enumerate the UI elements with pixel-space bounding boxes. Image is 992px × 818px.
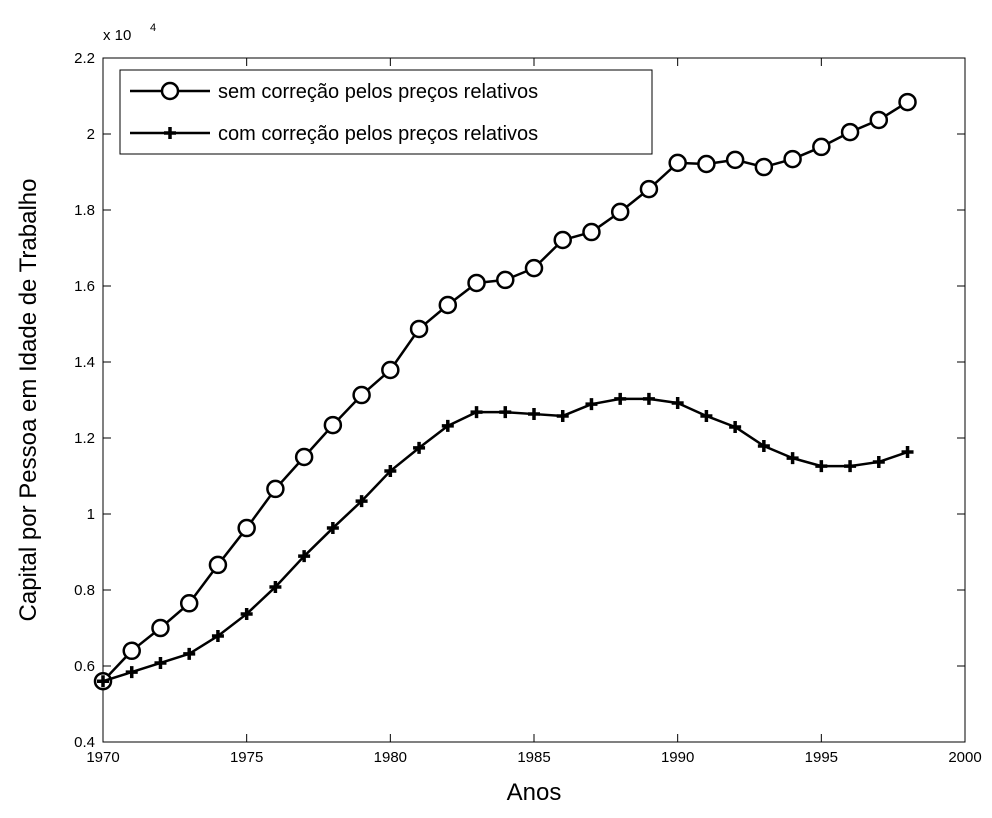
data-point bbox=[639, 179, 659, 199]
data-point bbox=[326, 522, 339, 535]
data-point bbox=[413, 441, 426, 454]
data-point bbox=[409, 319, 429, 339]
data-point bbox=[844, 460, 857, 473]
data-point bbox=[671, 397, 684, 410]
data-point bbox=[585, 398, 598, 411]
data-point bbox=[898, 92, 917, 112]
data-point bbox=[725, 150, 745, 170]
y-tick-label: 1.2 bbox=[74, 430, 95, 447]
y-axis-label: Capital por Pessoa em Idade de Trabalho bbox=[15, 179, 42, 622]
y-tick-label: 0.8 bbox=[74, 582, 95, 599]
data-point bbox=[869, 110, 889, 130]
data-point bbox=[208, 555, 228, 575]
data-point bbox=[179, 594, 199, 613]
data-point bbox=[815, 460, 828, 473]
legend-box bbox=[119, 69, 653, 155]
data-point bbox=[355, 495, 368, 508]
data-point bbox=[757, 439, 770, 452]
data-point bbox=[668, 153, 687, 173]
data-point bbox=[556, 409, 569, 422]
data-point bbox=[524, 258, 544, 278]
data-point bbox=[240, 607, 253, 620]
x-tick-label: 1990 bbox=[661, 749, 694, 766]
y-tick-label: 0.6 bbox=[74, 658, 95, 675]
data-point bbox=[381, 360, 400, 380]
data-point bbox=[901, 446, 914, 459]
data-point bbox=[269, 580, 282, 593]
series bbox=[93, 92, 917, 691]
y-scale-exponent: 4 bbox=[150, 22, 156, 34]
data-point bbox=[700, 409, 713, 422]
y-tick-label: 0.4 bbox=[74, 734, 95, 751]
x-tick-label: 1980 bbox=[374, 749, 407, 766]
data-point bbox=[384, 465, 397, 478]
data-point bbox=[467, 273, 486, 293]
data-point bbox=[151, 618, 170, 638]
data-point bbox=[441, 419, 454, 432]
y-tick-label: 2.2 bbox=[74, 50, 95, 67]
y-tick-label: 1.6 bbox=[74, 278, 95, 295]
data-point bbox=[786, 452, 799, 465]
y-tick-label: 1.4 bbox=[74, 354, 95, 371]
data-point bbox=[183, 647, 196, 660]
data-point bbox=[294, 447, 314, 467]
x-tick-label: 1975 bbox=[230, 749, 263, 766]
data-point bbox=[125, 666, 138, 679]
data-point bbox=[872, 455, 885, 468]
data-point bbox=[154, 656, 167, 669]
legend-marker bbox=[164, 127, 176, 139]
data-point bbox=[499, 406, 512, 419]
data-point bbox=[496, 270, 515, 290]
y-tick-label: 2 bbox=[87, 126, 95, 143]
x-tick-label: 1985 bbox=[517, 749, 550, 766]
data-point bbox=[298, 550, 311, 563]
legend-label: com correção pelos preços relativos bbox=[218, 123, 538, 145]
data-point bbox=[438, 295, 458, 315]
legend: sem correção pelos preços relativos com c… bbox=[119, 69, 653, 155]
data-point bbox=[697, 154, 716, 174]
y-tick-label: 1 bbox=[87, 506, 95, 523]
series bbox=[97, 392, 914, 688]
data-point bbox=[812, 137, 831, 157]
x-axis-label: Anos bbox=[507, 779, 562, 806]
data-point bbox=[470, 406, 483, 419]
data-point bbox=[754, 157, 774, 177]
data-point bbox=[237, 518, 256, 538]
data-point bbox=[122, 641, 141, 661]
data-point bbox=[783, 149, 802, 169]
x-tick-label: 1995 bbox=[805, 749, 838, 766]
data-point bbox=[323, 415, 343, 435]
y-tick-label: 1.8 bbox=[74, 202, 95, 219]
data-point bbox=[266, 479, 285, 499]
data-point bbox=[582, 222, 601, 242]
data-point bbox=[97, 675, 109, 688]
data-point bbox=[352, 385, 371, 405]
legend-marker bbox=[160, 81, 180, 101]
data-point bbox=[528, 408, 540, 421]
data-point bbox=[614, 392, 627, 405]
data-point bbox=[610, 202, 630, 222]
data-point bbox=[642, 392, 655, 405]
data-point bbox=[840, 122, 860, 142]
x-tick-label: 1970 bbox=[86, 749, 119, 766]
data-point bbox=[729, 420, 742, 433]
x-tick-label: 2000 bbox=[948, 749, 981, 766]
data-point bbox=[553, 230, 572, 250]
legend-label: sem correção pelos preços relativos bbox=[218, 81, 538, 103]
data-point bbox=[211, 629, 224, 642]
y-scale-base: x 10 bbox=[103, 27, 131, 44]
